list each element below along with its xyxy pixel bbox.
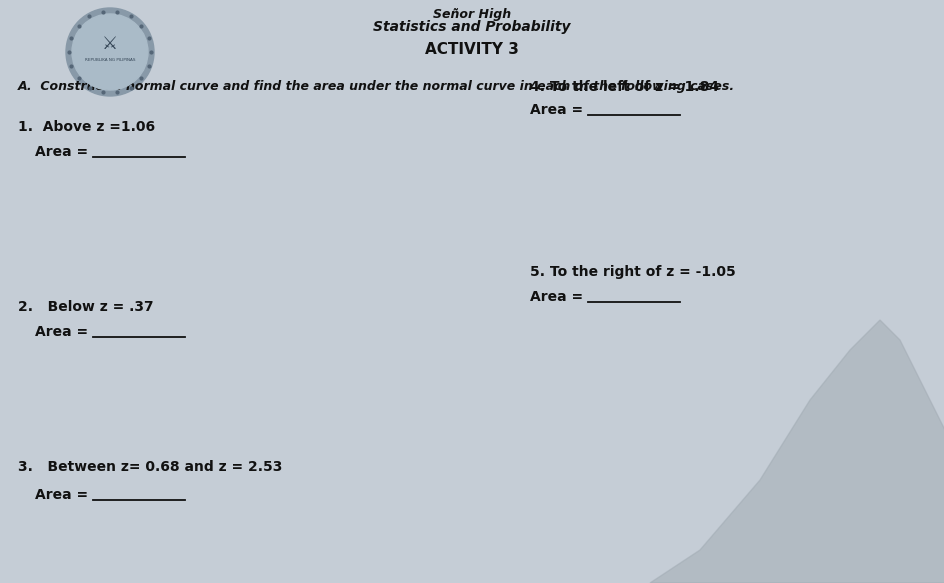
Text: 5. To the right of z = -1.05: 5. To the right of z = -1.05 xyxy=(530,265,735,279)
Text: REPUBLIKA NG PILIPINAS: REPUBLIKA NG PILIPINAS xyxy=(85,58,135,62)
Text: A.  Construct a normal curve and find the area under the normal curve in each of: A. Construct a normal curve and find the… xyxy=(18,80,734,93)
Text: 2.   Below z = .37: 2. Below z = .37 xyxy=(18,300,154,314)
Text: Area =: Area = xyxy=(35,488,93,502)
Text: 1.  Above z =1.06: 1. Above z =1.06 xyxy=(18,120,155,134)
Text: ⚔: ⚔ xyxy=(102,35,118,53)
Text: Statistics and Probability: Statistics and Probability xyxy=(373,20,570,34)
Text: Area =: Area = xyxy=(35,145,93,159)
Polygon shape xyxy=(649,320,944,583)
Text: Area =: Area = xyxy=(35,325,93,339)
Circle shape xyxy=(66,8,154,96)
Text: ACTIVITY 3: ACTIVITY 3 xyxy=(425,42,518,57)
Text: 4. To the left of z = 1.84: 4. To the left of z = 1.84 xyxy=(530,80,718,94)
Circle shape xyxy=(72,14,148,90)
Text: Area =: Area = xyxy=(530,103,587,117)
Text: 3.   Between z= 0.68 and z = 2.53: 3. Between z= 0.68 and z = 2.53 xyxy=(18,460,282,474)
Text: Area =: Area = xyxy=(530,290,587,304)
Text: Señor High: Señor High xyxy=(432,8,511,21)
